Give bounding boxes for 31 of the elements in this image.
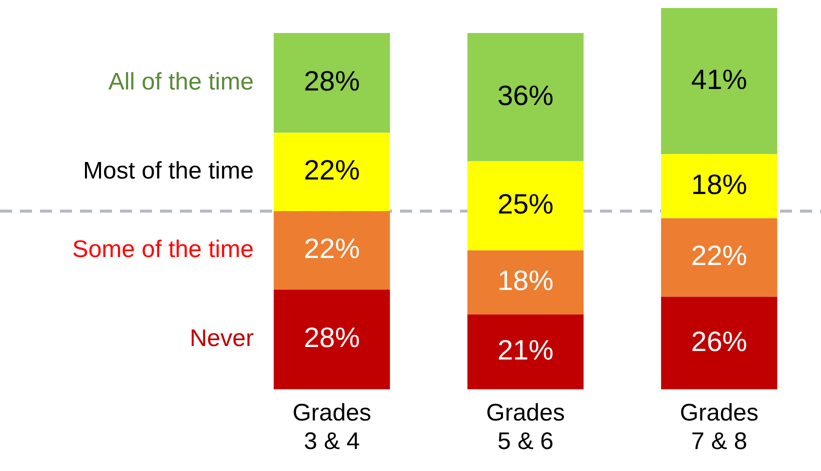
x-tick-label: Grades 5 & 6: [486, 399, 565, 456]
data-label: 41%: [691, 64, 748, 95]
bar: [467, 161, 584, 250]
data-label: 21%: [497, 334, 554, 366]
bar: [661, 8, 778, 154]
bar: [661, 154, 778, 218]
series-label: All of the time: [108, 68, 254, 96]
data-label: 18%: [691, 168, 748, 200]
data-label: 22%: [304, 233, 360, 264]
data-label: 18%: [497, 265, 554, 296]
series-label: Some of the time: [72, 236, 254, 264]
bar: [467, 314, 584, 390]
data-label: 22%: [304, 154, 360, 186]
x-tick-label: Grades 7 & 8: [680, 399, 759, 456]
bar: [661, 296, 778, 390]
bar: [661, 218, 778, 297]
bar: [467, 32, 584, 162]
series-label: Never: [190, 325, 254, 352]
data-label: 28%: [304, 322, 360, 354]
bar: [274, 32, 390, 133]
bar: [274, 211, 390, 290]
data-label: 25%: [497, 188, 554, 220]
data-label: 22%: [691, 240, 748, 272]
x-tick-label: Grades 3 & 4: [292, 399, 372, 456]
data-label: 28%: [304, 66, 360, 97]
series-label: Most of the time: [83, 158, 254, 185]
bar: [274, 290, 390, 390]
bar: [274, 132, 390, 212]
data-label: 36%: [497, 80, 554, 111]
data-label: 26%: [691, 326, 748, 357]
bar: [467, 250, 584, 315]
